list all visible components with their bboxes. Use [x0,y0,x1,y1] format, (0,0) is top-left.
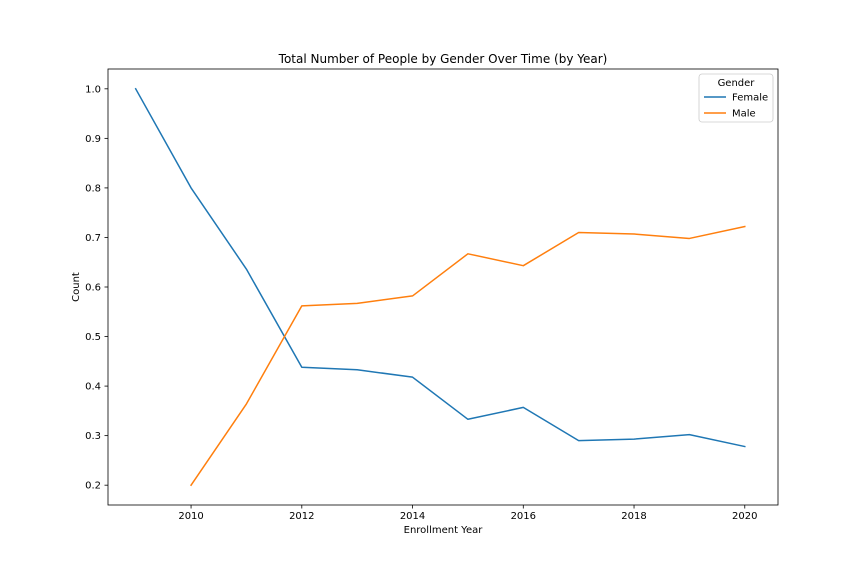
x-tick-label: 2016 [511,511,536,522]
y-tick-label: 0.7 [85,233,101,244]
x-tick-label: 2012 [289,511,314,522]
series-line-male [190,225,746,487]
series-line-female [134,87,746,448]
x-tick-label: 2018 [621,511,646,522]
y-tick-label: 0.5 [85,332,101,343]
x-axis: 2010 2012 2014 2016 2018 2020 [178,505,758,522]
y-tick-label: 0.3 [85,431,101,442]
y-axis-label: Count [71,272,82,302]
y-tick-label: 0.6 [85,283,101,294]
legend-title: Gender [718,78,756,89]
x-tick-label: 2020 [732,511,757,522]
x-tick-label: 2014 [400,511,425,522]
y-tick-label: 0.9 [85,134,101,145]
legend-label-male: Male [732,109,756,120]
y-tick-label: 0.4 [85,382,101,393]
legend: Gender Female Male [698,73,774,123]
legend-box [698,73,774,123]
x-axis-label: Enrollment Year [404,525,484,536]
plot-frame [107,68,779,506]
legend-entries: Female Male [704,93,768,120]
chart-title: Total Number of People by Gender Over Ti… [278,52,608,66]
x-tick-label: 2010 [178,511,203,522]
y-tick-label: 0.8 [85,183,101,194]
y-tick-label: 0.2 [85,481,101,492]
legend-label-female: Female [732,93,768,104]
y-axis: 0.2 0.3 0.4 0.5 0.6 0.7 0.8 0.9 1.0 [85,84,108,492]
plot-lines [134,87,746,487]
y-tick-label: 1.0 [85,84,101,95]
